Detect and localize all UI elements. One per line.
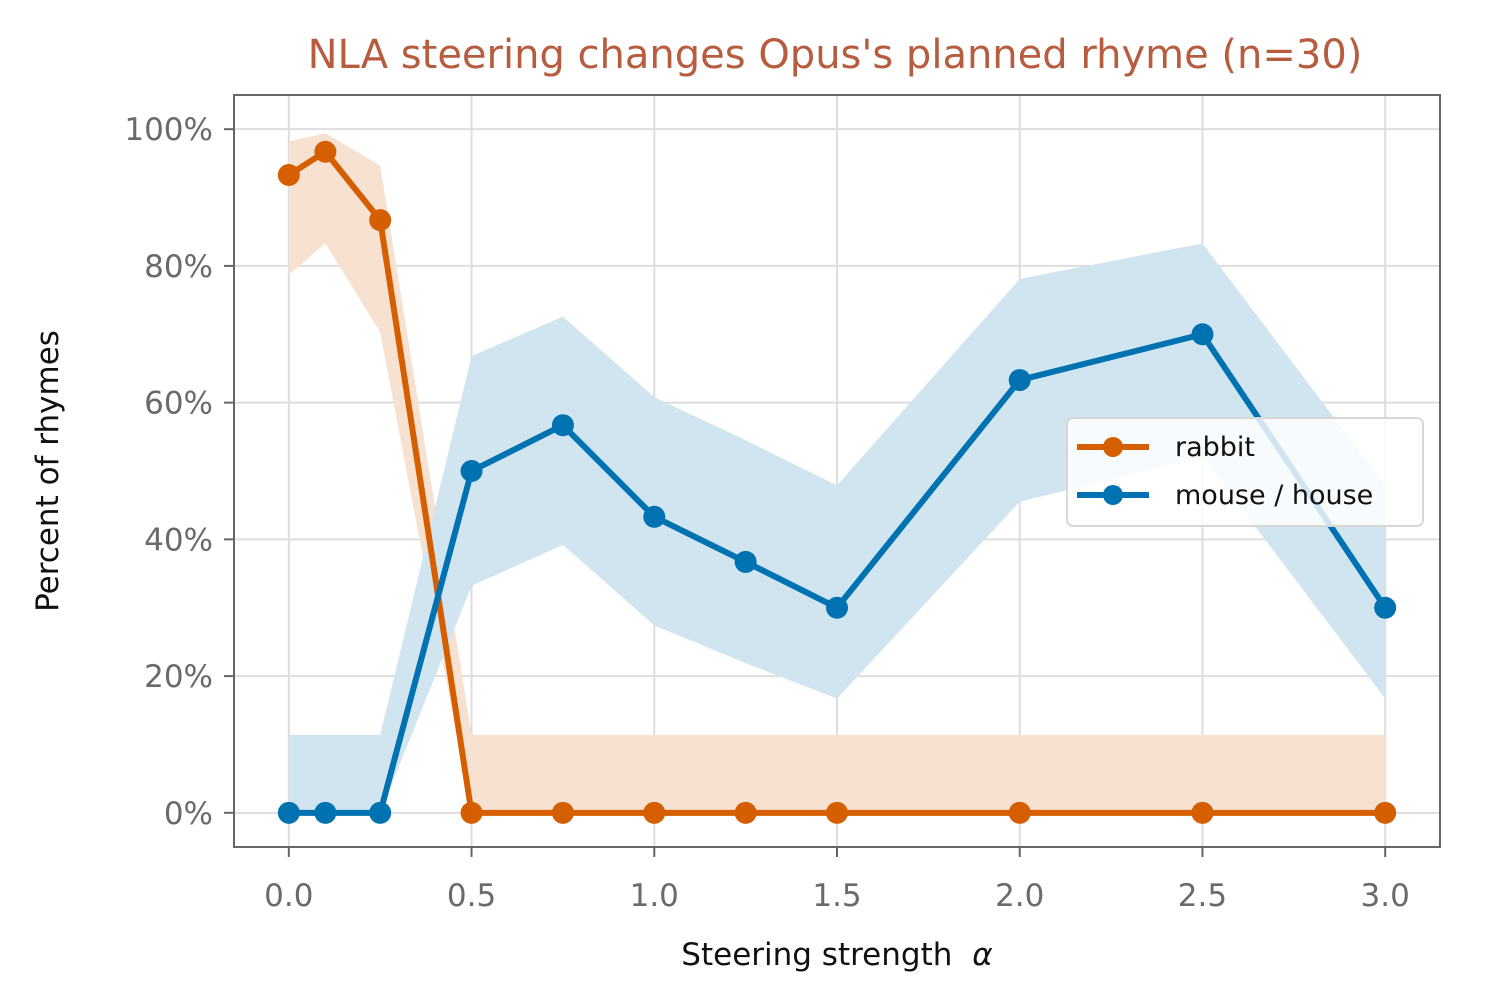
y-tick-label-5: 100% — [124, 112, 213, 148]
legend-rabbit-marker — [1103, 437, 1123, 457]
mouse-house-point-0 — [278, 802, 300, 824]
x-axis-label-symbol: α — [972, 937, 992, 973]
legend-mouse-house-label: mouse / house — [1175, 480, 1373, 511]
rabbit-point-5 — [643, 802, 665, 824]
mouse-house-point-10 — [1374, 597, 1396, 619]
y-tick-label-2: 40% — [144, 522, 213, 558]
legend-rabbit-label: rabbit — [1175, 432, 1255, 463]
x-tick-label-6: 3.0 — [1361, 878, 1410, 914]
rabbit-point-2 — [369, 209, 391, 231]
rabbit-point-10 — [1374, 802, 1396, 824]
y-axis-label: Percent of rhymes — [30, 330, 66, 612]
rabbit-point-9 — [1191, 802, 1213, 824]
rabbit-point-3 — [461, 802, 483, 824]
y-tick-label-1: 20% — [144, 659, 213, 695]
mouse-house-point-3 — [461, 460, 483, 482]
mouse-house-point-4 — [552, 414, 574, 436]
mouse-house-point-5 — [643, 506, 665, 528]
mouse-house-point-6 — [735, 551, 757, 573]
x-axis-label-text: Steering strength — [681, 937, 952, 973]
rabbit-point-0 — [278, 164, 300, 186]
x-tick-label-5: 2.5 — [1178, 878, 1227, 914]
rabbit-point-4 — [552, 802, 574, 824]
mouse-house-point-9 — [1191, 323, 1213, 345]
mouse-house-point-8 — [1009, 369, 1031, 391]
x-tick-label-0: 0.0 — [264, 878, 313, 914]
mouse-house-point-1 — [314, 802, 336, 824]
mouse-house-point-7 — [826, 597, 848, 619]
chart-title: NLA steering changes Opus's planned rhym… — [308, 32, 1363, 78]
rabbit-point-6 — [735, 802, 757, 824]
legend-mouse-house-marker — [1103, 485, 1123, 505]
y-tick-label-3: 60% — [144, 386, 213, 422]
legend: rabbit mouse / house — [1067, 418, 1423, 526]
x-tick-label-4: 2.0 — [995, 878, 1044, 914]
rabbit-point-1 — [314, 141, 336, 163]
x-tick-label-1: 0.5 — [447, 878, 496, 914]
mouse-house-point-2 — [369, 802, 391, 824]
x-axis-label: Steering strength α — [681, 937, 992, 973]
rabbit-point-7 — [826, 802, 848, 824]
y-tick-label-0: 0% — [164, 796, 213, 832]
y-tick-label-4: 80% — [144, 249, 213, 285]
x-tick-label-3: 1.5 — [812, 878, 861, 914]
rabbit-point-8 — [1009, 802, 1031, 824]
x-tick-label-2: 1.0 — [630, 878, 679, 914]
